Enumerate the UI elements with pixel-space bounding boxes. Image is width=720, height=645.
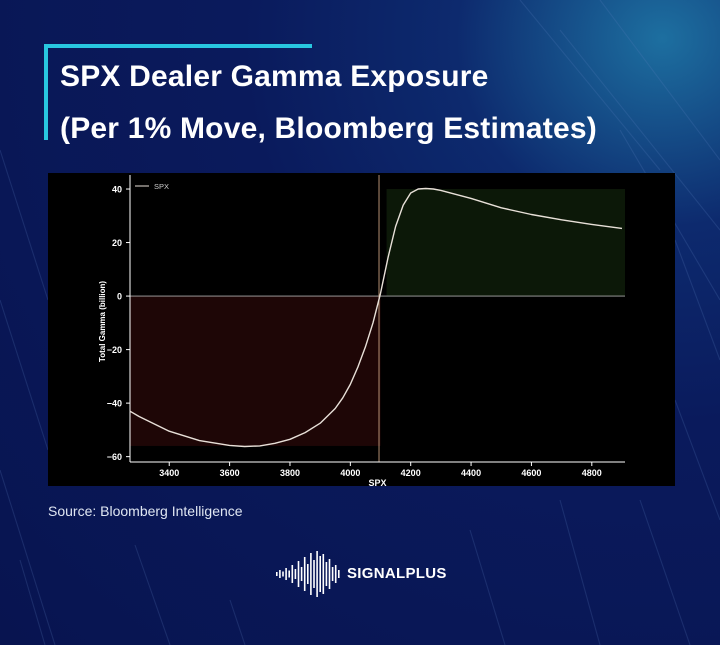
y-tick-label: 40 [112,185,122,195]
waveform-bar [297,561,300,587]
source-note: Source: Bloomberg Intelligence [48,503,243,519]
chart-panel: −60 −40 −20 0 20 40 3400 3600 3800 4000 4200 4400 46… [48,173,675,486]
x-tick-label: 4400 [461,468,481,478]
positive-gamma-region [386,189,625,297]
waveform-bar [294,569,297,579]
x-tick-label: 4000 [340,468,360,478]
waveform-bar [325,562,328,586]
waveform-bar [313,560,315,588]
y-tick-label: −60 [107,452,122,462]
brand-name: SIGNALPLUS [347,565,447,582]
waveform-bar [279,570,281,578]
waveform-bar [282,571,284,577]
waveform-bar [276,572,278,576]
page-title-line-1: SPX Dealer Gamma Exposure [60,60,489,93]
brand-logo: SIGNALPLUS [276,549,476,599]
page-title-line-2: (Per 1% Move, Bloomberg Estimates) [60,112,597,145]
x-tick-label: 4200 [401,468,421,478]
waveform-bar [334,565,337,583]
waveform-bar [338,570,340,578]
x-tick-label: 3800 [280,468,300,478]
y-tick-label: 0 [117,292,122,302]
x-tick-label: 3400 [159,468,179,478]
waveform-bar [291,565,294,583]
waveform-bar [307,564,309,584]
x-tick-label: 3600 [220,468,240,478]
waveform-bar [300,567,303,581]
x-tick-label: 4800 [582,468,602,478]
y-tick-label: −40 [107,399,122,409]
y-tick-label: −20 [107,345,122,355]
waveform-bar [316,551,318,597]
waveform-bar [328,559,331,589]
waveform-bar [285,568,287,580]
negative-gamma-region [130,296,381,446]
series-line-spx [129,187,623,448]
gamma-chart: −60 −40 −20 0 20 40 3400 3600 3800 4000 4200 4400 46… [98,175,625,486]
y-tick-label: 20 [112,238,122,248]
legend-label: SPX [154,182,169,191]
x-tick-label: 4600 [521,468,541,478]
waveform-bar [322,554,325,594]
signal-waveform-icon [276,551,340,597]
title-accent-bar-vertical [44,44,48,140]
title-accent-bar [44,44,312,48]
waveform-bar [288,570,290,578]
waveform-bar [319,556,321,592]
x-axis-label: SPX [368,478,386,486]
waveform-bar [303,557,306,591]
y-axis-label: Total Gamma (billion) [98,281,107,363]
waveform-bar [331,567,334,581]
waveform-bar [310,553,312,595]
